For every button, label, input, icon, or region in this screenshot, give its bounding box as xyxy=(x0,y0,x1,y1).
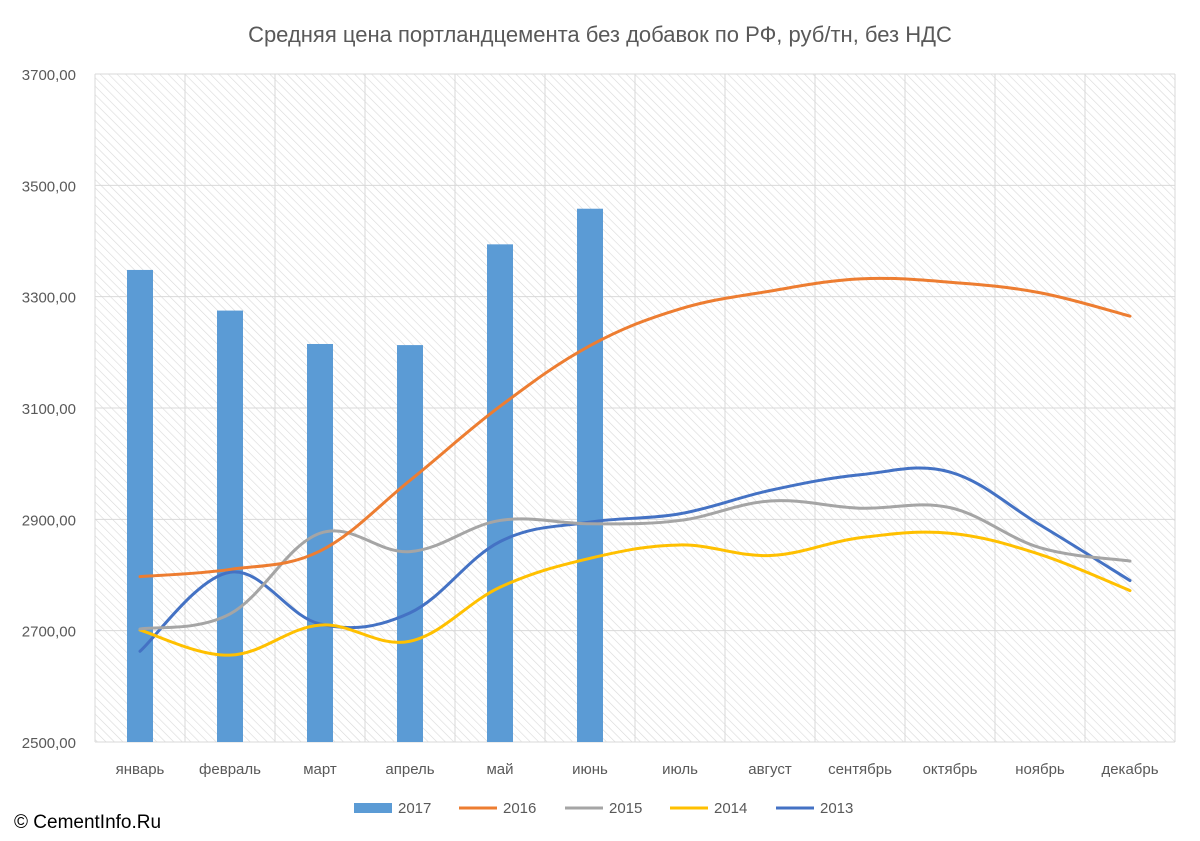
y-axis-ticks: 2500,00 2700,00 2900,00 3100,00 3300,00 3500,… xyxy=(22,67,76,752)
legend-swatch-2017 xyxy=(354,803,392,813)
x-tick-label: декабрь xyxy=(1101,761,1158,778)
x-tick-label: октябрь xyxy=(923,761,978,778)
bar-2017-2 xyxy=(307,343,333,742)
x-axis-ticks: январь февраль март апрель май июнь июль август… xyxy=(116,761,1159,778)
legend-label-2013: 2013 xyxy=(820,800,853,817)
x-tick-label: январь xyxy=(116,761,165,778)
x-tick-label: сентябрь xyxy=(828,761,892,778)
x-tick-label: июнь xyxy=(572,761,608,778)
x-tick-label: май xyxy=(486,761,513,778)
bar-2017-0 xyxy=(127,269,153,742)
line-series-2016 xyxy=(138,276,1132,579)
lines-layer xyxy=(138,276,1132,657)
x-tick-label: июль xyxy=(662,761,698,778)
x-tick-label: февраль xyxy=(199,761,261,778)
bar-2017-4 xyxy=(487,244,513,742)
y-tick-label: 2900,00 xyxy=(22,512,76,529)
legend-label-2015: 2015 xyxy=(609,800,642,817)
x-tick-label: март xyxy=(303,761,337,778)
x-tick-label: ноябрь xyxy=(1015,761,1065,778)
legend-label-2017: 2017 xyxy=(398,800,431,817)
y-tick-label: 2500,00 xyxy=(22,735,76,752)
chart-title: Средняя цена портландцемента без добавок… xyxy=(248,22,952,47)
line-series-2014 xyxy=(138,530,1132,657)
y-tick-label: 3700,00 xyxy=(22,67,76,84)
y-tick-label: 2700,00 xyxy=(22,624,76,641)
bar-2017-1 xyxy=(217,310,243,742)
legend-label-2016: 2016 xyxy=(503,800,536,817)
bar-2017-3 xyxy=(397,345,423,742)
y-tick-label: 3100,00 xyxy=(22,401,76,418)
legend-label-2014: 2014 xyxy=(714,800,747,817)
bar-2017-5 xyxy=(577,208,603,743)
x-tick-label: апрель xyxy=(385,761,434,778)
grid-layer xyxy=(94,73,1176,743)
bars-layer xyxy=(127,208,603,743)
y-tick-label: 3500,00 xyxy=(22,178,76,195)
y-tick-label: 3300,00 xyxy=(22,290,76,307)
x-tick-label: август xyxy=(748,761,792,778)
line-series-2015 xyxy=(138,499,1132,631)
legend: 2017 2016 2015 2014 2013 xyxy=(354,800,853,817)
copyright-text: © CementInfo.Ru xyxy=(14,812,162,833)
line-series-2013 xyxy=(138,466,1132,653)
